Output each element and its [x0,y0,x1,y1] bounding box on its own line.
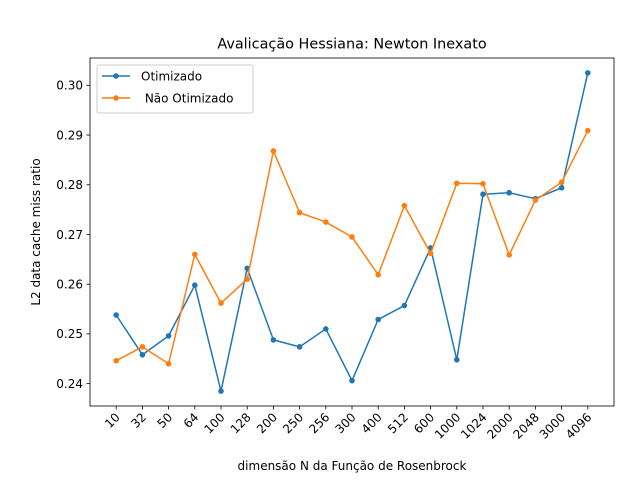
data-point [558,184,565,191]
data-point [139,351,146,358]
data-point [244,276,250,283]
x-axis-label: dimensão N da Função de Rosenbrock [238,459,467,473]
data-point [532,197,539,203]
data-point [454,356,460,363]
data-point [323,326,329,332]
data-point [454,180,460,187]
series-nao-otimizado [113,127,591,367]
y-tick-label: 0.26 [56,278,83,292]
data-point [113,357,119,364]
data-point [165,333,172,339]
data-point [270,337,277,343]
data-point [218,300,224,306]
data-point [558,179,565,186]
legend-entry: Não Otimizado [141,91,233,105]
data-point [480,191,486,198]
data-point [296,209,303,216]
y-axis: 0.24 0.25 0.26 0.27 0.28 0.29 0.30 [56,79,90,391]
y-tick-label: 0.28 [56,178,83,192]
legend-entry: Otimizado [141,69,202,83]
data-point [270,148,277,154]
legend-marker [113,95,119,101]
series-layer [113,70,591,394]
y-axis-label: L2 data cache miss ratio [29,158,43,305]
legend: Otimizado Não Otimizado [96,64,254,114]
chart-title: Avalicação Hessiana: Newton Inexato [217,37,486,53]
legend-box [96,64,254,114]
data-point [192,251,198,258]
data-point [349,377,355,384]
data-point [375,271,382,278]
data-point [480,180,486,187]
data-point [218,388,224,394]
data-point [506,189,513,196]
legend-marker [113,73,119,79]
data-point [296,344,303,350]
data-point [401,202,408,209]
data-point [585,127,591,134]
data-point [113,312,119,318]
y-tick-label: 0.30 [56,79,83,93]
data-point [401,302,408,309]
data-point [506,252,513,258]
y-tick-label: 0.24 [56,377,83,391]
y-tick-label: 0.29 [56,128,83,142]
data-point [139,344,146,350]
data-point [323,219,329,225]
data-point [349,234,355,240]
data-point [427,250,434,257]
data-point [192,282,198,288]
data-point [585,70,591,76]
data-point [375,316,382,323]
y-tick-label: 0.27 [56,228,83,242]
y-tick-label: 0.25 [56,327,83,341]
data-point [165,360,172,367]
